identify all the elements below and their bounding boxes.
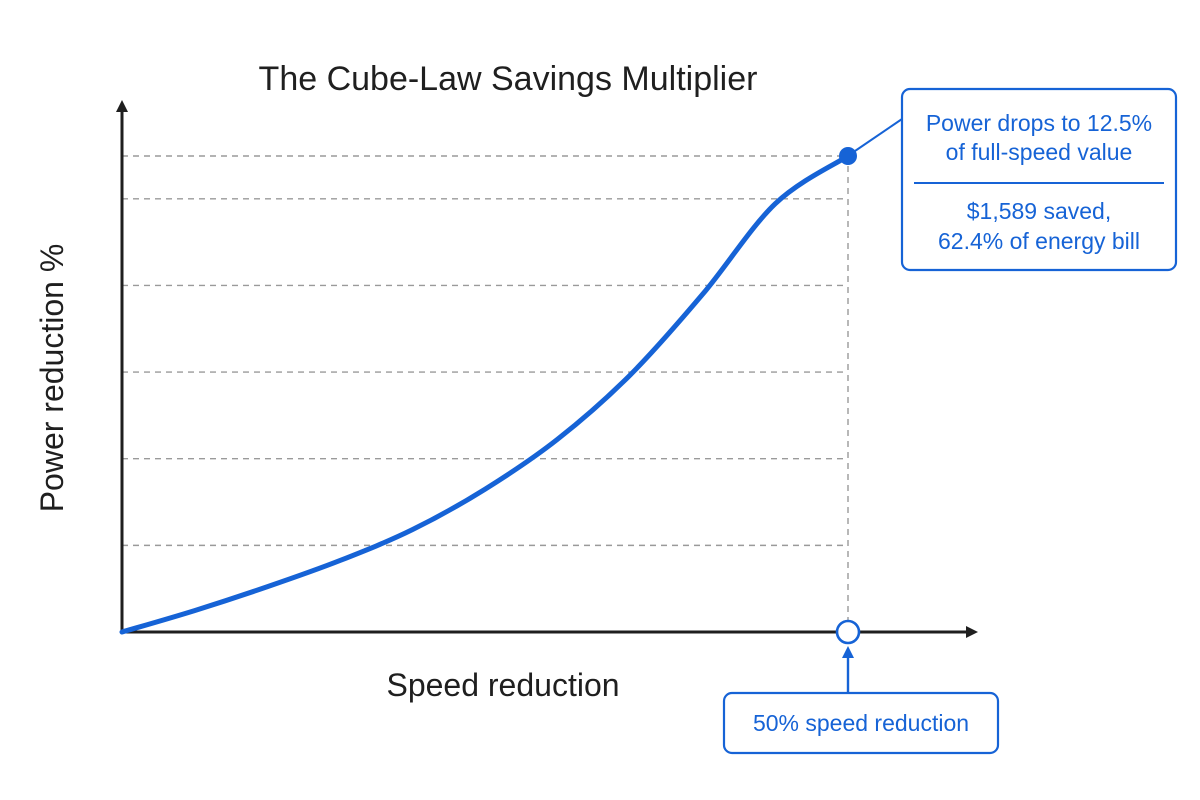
power-annotation-frame bbox=[900, 87, 1178, 272]
power-annotation-line2: of full-speed value bbox=[946, 139, 1133, 165]
savings-annotation-line1: $1,589 saved, bbox=[967, 198, 1112, 224]
annotation-leader-line bbox=[854, 118, 903, 152]
speed-annotation-box: 50% speed reduction bbox=[722, 691, 1000, 755]
power-annotation-box: Power drops to 12.5% of full-speed value… bbox=[900, 87, 1178, 272]
highlight-point bbox=[839, 147, 857, 165]
chart-title: The Cube-Law Savings Multiplier bbox=[259, 60, 758, 98]
x-axis-label: Speed reduction bbox=[386, 667, 619, 703]
y-axis-label: Power reduction % bbox=[34, 244, 70, 513]
x-axis-highlight-marker bbox=[835, 619, 861, 645]
gridlines bbox=[122, 155, 848, 547]
series-curve bbox=[119, 153, 851, 635]
speed-annotation-label: 50% speed reduction bbox=[753, 710, 969, 736]
savings-annotation-line2: 62.4% of energy bill bbox=[938, 228, 1140, 254]
speed-annotation-frame bbox=[722, 691, 1000, 755]
power-annotation-line1: Power drops to 12.5% bbox=[926, 110, 1152, 136]
